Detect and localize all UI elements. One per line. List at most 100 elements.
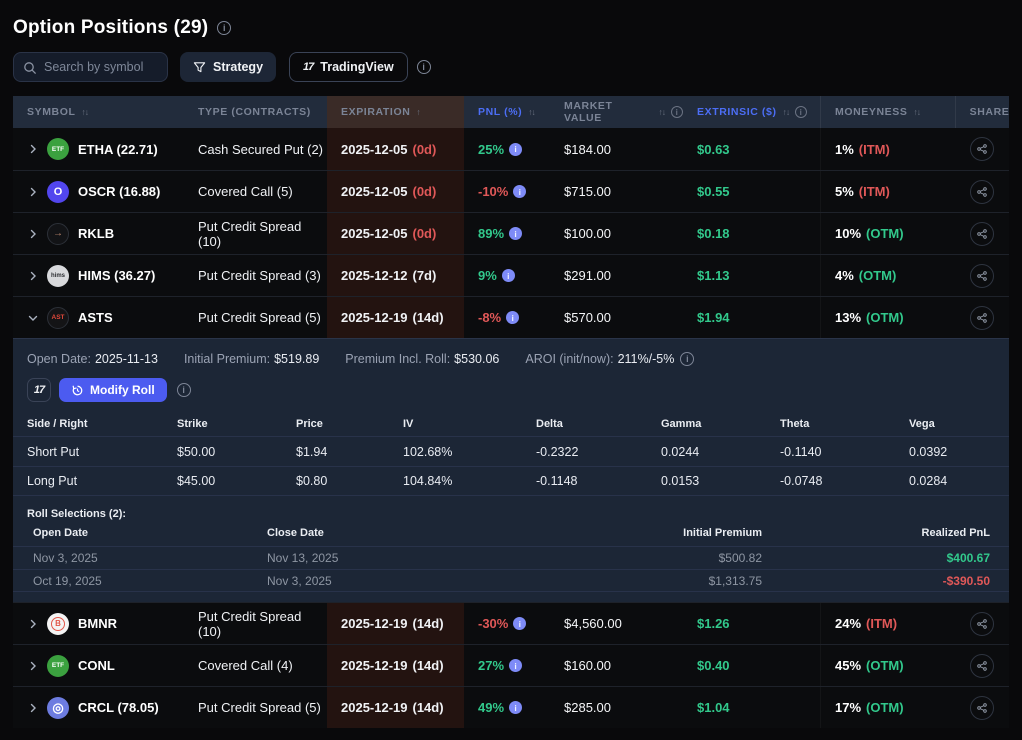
header-symbol[interactable]: SYMBOL ↑↓	[27, 106, 89, 118]
ticker-icon: hims	[47, 264, 69, 287]
type-label: Put Credit Spread (5)	[198, 700, 321, 715]
roll-header: Open Date Close Date Initial Premium Rea…	[33, 527, 990, 539]
modify-roll-info-icon[interactable]: i	[176, 383, 191, 397]
modify-roll-button[interactable]: Modify Roll	[59, 378, 167, 402]
ticker-icon: ETF	[47, 654, 69, 677]
moneyness-pct: 5%	[835, 184, 854, 199]
type-label: Put Credit Spread (5)	[198, 310, 321, 325]
pnl-info-badge[interactable]: i	[509, 227, 523, 240]
legs-body: Short Put $50.00 $1.94 102.68% -0.2322 0.0244…	[13, 436, 1009, 496]
moneyness-pct: 1%	[835, 141, 854, 157]
table-row[interactable]: AST ASTS Put Credit Spread (5) 2025-12-1…	[13, 296, 1009, 338]
table-row[interactable]: hims HIMS (36.27) Put Credit Spread (3) …	[13, 254, 1009, 296]
expander-icon[interactable]	[27, 618, 39, 630]
share-button[interactable]	[970, 263, 994, 288]
share-button[interactable]	[970, 221, 994, 246]
pnl-info-badge[interactable]: i	[513, 185, 527, 198]
history-icon	[72, 385, 83, 395]
sort-icon: ↑↓	[81, 107, 89, 117]
market-value: $291.00	[564, 268, 611, 283]
symbol-label: CONL	[78, 658, 115, 673]
share-icon	[977, 660, 987, 671]
expander-icon[interactable]	[27, 270, 39, 282]
ticker-icon: ◎	[47, 696, 69, 719]
pnl-info-badge[interactable]: i	[506, 311, 520, 324]
extrinsic-value: $1.04	[697, 700, 730, 715]
share-button[interactable]	[970, 611, 994, 636]
pnl-info-badge[interactable]: i	[501, 269, 515, 282]
expander-icon[interactable]	[27, 186, 39, 198]
table-row[interactable]: → RKLB Put Credit Spread (10) 2025-12-05…	[13, 212, 1009, 254]
header-extrinsic[interactable]: EXTRINSIC ($) ↑↓ i	[683, 96, 820, 128]
symbol-label: HIMS (36.27)	[78, 268, 156, 283]
share-button[interactable]	[970, 137, 994, 161]
moneyness-pct: 17%	[835, 700, 862, 715]
header-market-value[interactable]: MARKET VALUE ↑↓ i	[550, 96, 683, 128]
table-row[interactable]: B BMNR Put Credit Spread (10) 2025-12-19…	[13, 602, 1009, 644]
pnl-info-badge[interactable]: i	[509, 142, 523, 156]
expander-icon[interactable]	[27, 143, 39, 155]
expiration-days: (14d)	[412, 310, 444, 325]
moneyness-tag: (OTM)	[866, 226, 904, 241]
share-icon	[977, 702, 987, 713]
tradingview-info-icon[interactable]: i	[416, 60, 431, 74]
aroi-info-icon[interactable]: i	[680, 352, 695, 366]
table-row[interactable]: ◎ CRCL (78.05) Put Credit Spread (5) 202…	[13, 686, 1009, 728]
header-expiration[interactable]: EXPIRATION ↑	[327, 96, 464, 128]
symbol-label: ETHA (22.71)	[78, 141, 158, 157]
market-value-info-icon[interactable]: i	[671, 106, 683, 118]
expiration-days: (14d)	[412, 658, 444, 673]
market-value: $100.00	[564, 226, 611, 241]
market-value: $184.00	[564, 141, 611, 157]
expiration-date: 2025-12-05	[341, 184, 408, 199]
market-value: $4,560.00	[564, 616, 622, 631]
table-row[interactable]: O OSCR (16.88) Covered Call (5) 2025-12-…	[13, 170, 1009, 212]
position-summary: Open Date: 2025-11-13 Initial Premium: $51…	[13, 339, 1009, 366]
open-date-label: Open Date:	[27, 352, 91, 366]
header-moneyness[interactable]: MONEYNESS ↑↓	[820, 96, 955, 128]
search-icon	[24, 62, 37, 75]
expiration-days: (0d)	[412, 184, 437, 199]
share-button[interactable]	[970, 179, 994, 204]
search-input[interactable]	[14, 53, 167, 81]
ticker-icon: ETF	[47, 138, 69, 160]
tradingview-button[interactable]: 17 TradingView	[289, 52, 408, 82]
tradingview-chart-button[interactable]: 17	[27, 378, 51, 402]
expander-icon[interactable]	[27, 312, 39, 324]
market-value: $570.00	[564, 310, 611, 325]
expiration-date: 2025-12-19	[341, 616, 408, 631]
pnl-info-badge[interactable]: i	[509, 701, 523, 714]
pnl-value: 89%	[478, 226, 505, 241]
share-button[interactable]	[970, 653, 994, 678]
roll-row: Nov 3, 2025 Nov 13, 2025 $500.82 $400.67	[13, 546, 1009, 569]
share-button[interactable]	[970, 695, 994, 720]
sort-icon: ↑↓	[658, 107, 666, 117]
premium-incl-roll-value: $530.06	[454, 352, 500, 366]
type-label: Cash Secured Put (2)	[198, 141, 324, 157]
initial-premium-label: Initial Premium:	[183, 352, 271, 366]
search-box	[13, 52, 168, 82]
extrinsic-value: $0.55	[697, 184, 730, 199]
extrinsic-info-icon[interactable]: i	[795, 106, 808, 118]
pnl-value: -30%	[478, 616, 509, 631]
expander-icon[interactable]	[27, 702, 39, 714]
share-button[interactable]	[970, 305, 994, 330]
pnl-info-badge[interactable]: i	[513, 617, 527, 630]
moneyness-tag: (ITM)	[858, 141, 890, 157]
moneyness-pct: 45%	[835, 658, 862, 673]
expander-icon[interactable]	[27, 660, 39, 672]
sort-icon: ↑↓	[782, 107, 790, 117]
legs-table: Side / Right Strike Price IV Delta Gamma…	[13, 412, 1009, 496]
expander-icon[interactable]	[27, 228, 39, 240]
table-row[interactable]: ETF ETHA (22.71) Cash Secured Put (2) 20…	[13, 128, 1009, 170]
strategy-button-label: Strategy	[213, 60, 264, 74]
header-pnl[interactable]: PNL (%) ↑↓	[478, 106, 536, 118]
roll-selections-title: Roll Selections (2):	[27, 508, 127, 520]
pnl-info-badge[interactable]: i	[509, 659, 523, 672]
strategy-button[interactable]: Strategy	[180, 52, 277, 82]
roll-body: Nov 3, 2025 Nov 13, 2025 $500.82 $400.67 Oct…	[13, 546, 1009, 592]
page-header: Option Positions (29) i	[0, 0, 1022, 39]
title-info-icon[interactable]: i	[217, 21, 232, 35]
table-row[interactable]: ETF CONL Covered Call (4) 2025-12-19 (14…	[13, 644, 1009, 686]
